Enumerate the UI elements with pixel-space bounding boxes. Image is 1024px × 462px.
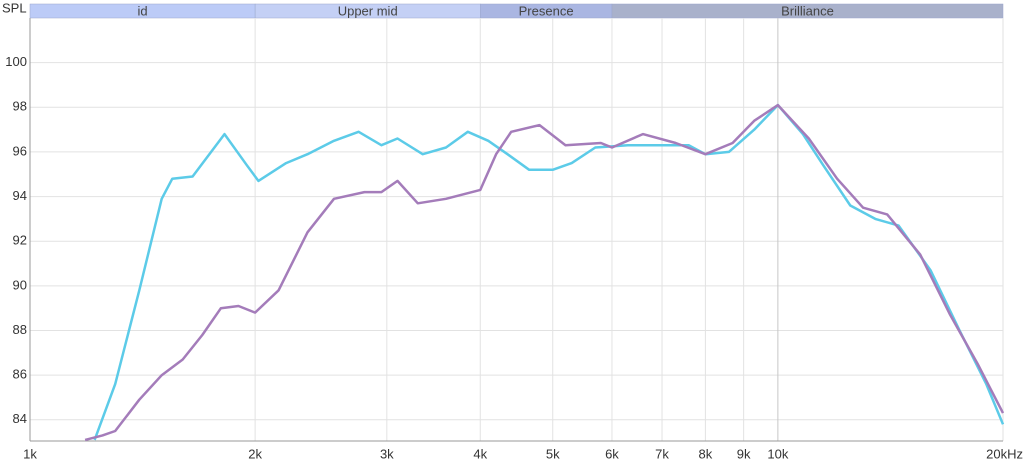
y-tick-label: 92	[13, 233, 27, 248]
x-tick-label: 9k	[737, 446, 751, 461]
y-tick-label: 90	[13, 277, 27, 292]
x-tick-label: 4k	[473, 446, 487, 461]
x-tick-label: 3k	[380, 446, 394, 461]
band-label: Brilliance	[781, 3, 834, 18]
series-line	[84, 103, 1005, 442]
x-tick-label: 2k	[248, 446, 262, 461]
x-tick-label: 20kHz	[986, 446, 1023, 461]
band-label: id	[138, 3, 148, 18]
y-tick-label: 88	[13, 322, 27, 337]
band	[611, 3, 1004, 19]
x-tick-label: 7k	[655, 446, 669, 461]
y-tick-label: 98	[13, 99, 27, 114]
x-tick-label: 6k	[605, 446, 619, 461]
band-label: Upper mid	[338, 3, 398, 18]
y-tick-label: 100	[5, 54, 27, 69]
y-tick-label: 94	[13, 188, 27, 203]
y-axis-label: SPL	[2, 0, 27, 15]
series-line	[93, 103, 1005, 441]
x-tick-label: 1k	[23, 446, 37, 461]
x-tick-label: 10k	[767, 446, 788, 461]
band-label: Presence	[519, 3, 574, 18]
y-tick-label: 86	[13, 367, 27, 382]
x-tick-label: 5k	[546, 446, 560, 461]
y-tick-label: 96	[13, 143, 27, 158]
y-tick-label: 84	[13, 411, 27, 426]
x-tick-label: 8k	[699, 446, 713, 461]
